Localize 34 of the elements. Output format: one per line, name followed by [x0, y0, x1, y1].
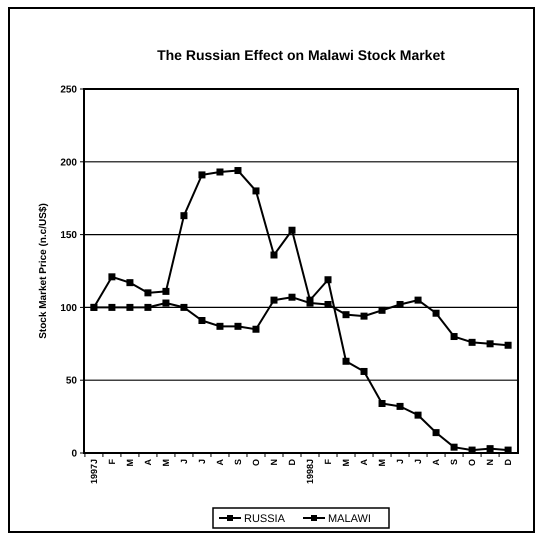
x-tick-label: 1998J — [305, 459, 316, 484]
legend-label: MALAWI — [328, 512, 371, 525]
x-tick-label: J — [395, 459, 406, 464]
x-tick-label: N — [268, 459, 279, 466]
x-tick-label: J — [196, 459, 207, 464]
x-tick-label: A — [431, 458, 442, 466]
y-tick-label: 100 — [60, 302, 78, 314]
x-tick-label: M — [124, 459, 135, 466]
x-tick-label: M — [160, 459, 171, 466]
x-tick-label: A — [214, 458, 225, 466]
x-tick-label: A — [359, 458, 370, 466]
x-tick-label: S — [232, 459, 243, 466]
y-tick-label: 200 — [60, 157, 78, 168]
legend-label: RUSSIA — [244, 512, 286, 525]
x-tick-label: J — [413, 459, 424, 464]
x-tick-label: M — [377, 459, 388, 466]
y-tick-label: 150 — [60, 230, 78, 242]
y-tick-label: 50 — [66, 376, 78, 387]
y-tick-label: 250 — [60, 84, 78, 96]
x-tick-label: M — [341, 459, 352, 466]
y-tick-label: 0 — [71, 448, 78, 460]
x-tick-label: D — [286, 458, 297, 466]
x-tick-label: F — [323, 458, 334, 464]
chart-title: The Russian Effect on Malawi Stock Market — [157, 47, 446, 63]
y-axis-title: Stock Market Price (n.c/US$) — [38, 203, 49, 339]
x-tick-label: A — [142, 458, 153, 466]
x-tick-label: D — [503, 458, 514, 466]
x-tick-label: O — [467, 459, 478, 466]
x-tick-label: 1997J — [88, 459, 99, 484]
x-tick-label: N — [485, 459, 496, 466]
x-tick-label: J — [178, 459, 189, 464]
x-tick-label: S — [449, 459, 460, 466]
x-tick-label: O — [250, 459, 261, 466]
x-tick-label: F — [106, 458, 117, 464]
